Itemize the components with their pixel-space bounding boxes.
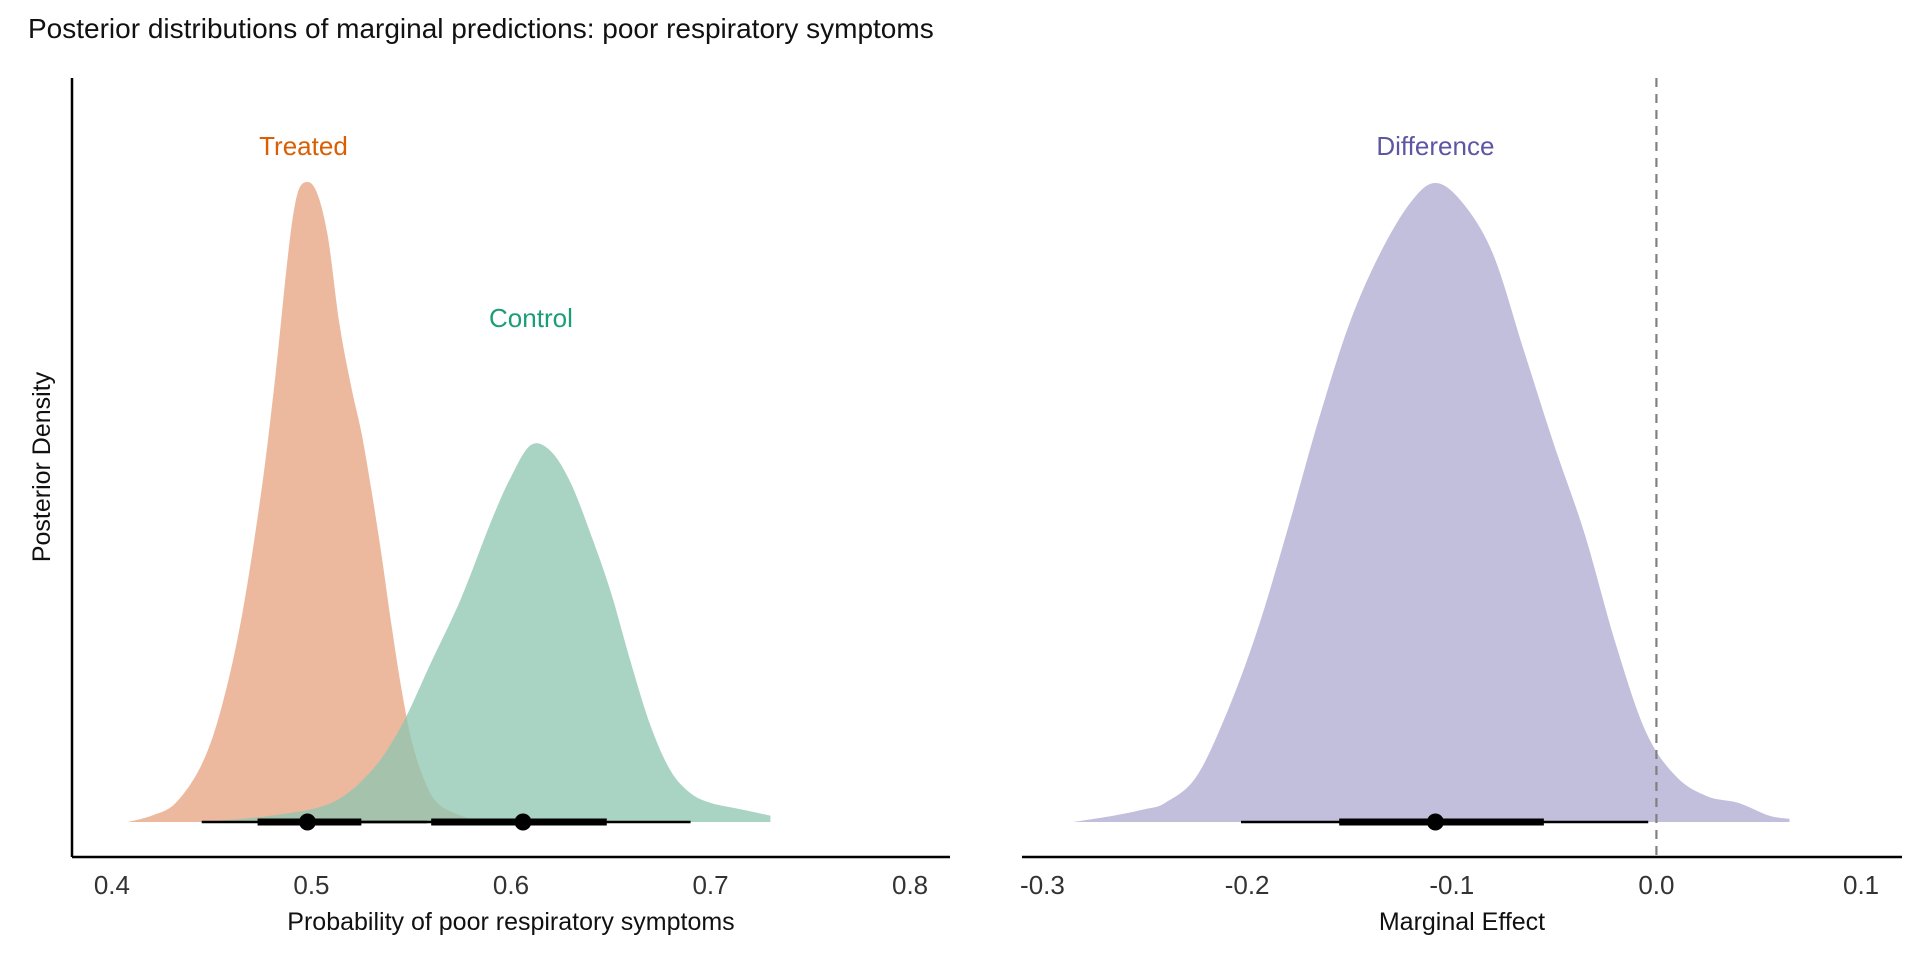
x-tick-label: 0.8 (892, 870, 928, 900)
point-estimate-difference (1426, 813, 1444, 831)
right-density-areas (1073, 183, 1790, 822)
left-x-tick-labels: 0.4 0.5 0.6 0.7 0.8 (94, 870, 928, 900)
x-tick-label: 0.0 (1638, 870, 1674, 900)
left-intervals (201, 813, 691, 831)
left-panel: Treated Control 0.4 0.5 0.6 0.7 0.8 Probabili… (28, 78, 950, 936)
left-density-areas (127, 181, 771, 823)
right-x-tick-labels: -0.3 -0.2 -0.1 0.0 0.1 (1020, 870, 1879, 900)
y-axis-label: Posterior Density (28, 371, 56, 562)
density-area-shade-difference (1073, 183, 1790, 822)
x-tick-label: 0.1 (1843, 870, 1879, 900)
x-tick-label: 0.7 (692, 870, 728, 900)
x-tick-label: -0.2 (1225, 870, 1270, 900)
right-intervals (1240, 813, 1649, 831)
series-label-treated: Treated (259, 131, 348, 161)
series-label-control: Control (489, 303, 573, 333)
density-area-shade-control (201, 443, 771, 822)
point-estimate-control (514, 813, 532, 831)
x-tick-label: 0.5 (293, 870, 329, 900)
series-label-difference: Difference (1376, 131, 1494, 161)
density-area-treated (127, 181, 482, 823)
right-panel: Difference -0.3 -0.2 -0.1 0.0 0.1 Marginal E… (1020, 78, 1902, 936)
density-area-difference (1073, 183, 1790, 822)
x-tick-label: 0.6 (493, 870, 529, 900)
x-tick-label: -0.1 (1429, 870, 1474, 900)
x-tick-label: 0.4 (94, 870, 130, 900)
point-estimate-treated (298, 813, 316, 831)
density-area-control (201, 443, 771, 822)
left-x-axis-label: Probability of poor respiratory symptoms (287, 908, 734, 936)
right-series-labels: Difference (1376, 131, 1494, 161)
right-x-axis-label: Marginal Effect (1379, 908, 1545, 936)
x-tick-label: -0.3 (1020, 870, 1065, 900)
density-area-shade-treated (127, 181, 482, 823)
left-series-labels: Treated Control (259, 131, 573, 333)
chart-title: Posterior distributions of marginal pred… (28, 13, 934, 44)
